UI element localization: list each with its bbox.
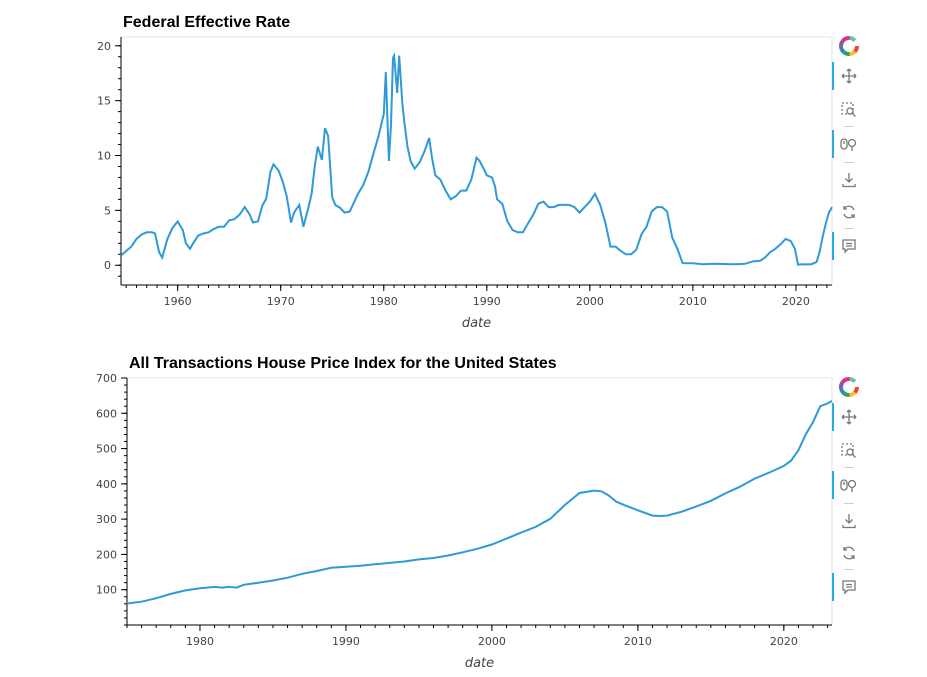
chart-toolbar bbox=[832, 373, 866, 603]
x-tick-label: 1980 bbox=[186, 635, 214, 648]
x-tick-label: 2020 bbox=[770, 635, 798, 648]
x-tick-label: 1990 bbox=[332, 635, 360, 648]
x-tick-label: 2000 bbox=[576, 295, 604, 308]
x-tick-label: 2020 bbox=[782, 295, 810, 308]
bokeh-logo-icon[interactable] bbox=[832, 373, 866, 401]
y-tick-label: 700 bbox=[96, 372, 117, 385]
x-tick-label: 1960 bbox=[164, 295, 192, 308]
chart-title: Federal Effective Rate bbox=[123, 14, 290, 31]
hover-icon[interactable] bbox=[832, 232, 866, 260]
y-tick-label: 20 bbox=[97, 40, 111, 53]
y-tick-label: 15 bbox=[97, 95, 111, 108]
hover-icon[interactable] bbox=[832, 573, 866, 601]
y-tick-label: 200 bbox=[96, 548, 117, 561]
y-tick-label: 400 bbox=[96, 478, 117, 491]
series-line[interactable] bbox=[126, 400, 833, 605]
y-tick-label: 300 bbox=[96, 513, 117, 526]
house-price-chart: All Transactions House Price Index for t… bbox=[96, 355, 833, 671]
federal-rate-panel: Federal Effective Rate 0 5 10 15 20 1960 1970 1… bbox=[97, 14, 866, 331]
x-tick-label: 2010 bbox=[624, 635, 652, 648]
y-tick-label: 5 bbox=[104, 204, 111, 217]
save-icon[interactable] bbox=[832, 507, 866, 535]
wheel-zoom-icon[interactable] bbox=[832, 130, 866, 158]
box-zoom-icon[interactable] bbox=[832, 96, 866, 124]
x-axis-label: date bbox=[465, 656, 494, 671]
reset-icon[interactable] bbox=[832, 198, 866, 226]
chart-title: All Transactions House Price Index for t… bbox=[129, 355, 557, 372]
save-icon[interactable] bbox=[832, 166, 866, 194]
x-tick-label: 2010 bbox=[679, 295, 707, 308]
axes: 0 5 10 15 20 1960 1970 1980 1990 2000 2010 2020 bbox=[97, 37, 832, 308]
pan-icon[interactable] bbox=[832, 62, 866, 90]
reset-icon[interactable] bbox=[832, 539, 866, 567]
federal-rate-chart: Federal Effective Rate 0 5 10 15 20 1960 1970 1… bbox=[97, 14, 833, 331]
y-tick-label: 10 bbox=[97, 150, 111, 163]
house-price-panel: All Transactions House Price Index for t… bbox=[0, 340, 927, 677]
x-tick-label: 2000 bbox=[478, 635, 506, 648]
y-tick-label: 100 bbox=[96, 584, 117, 597]
wheel-zoom-icon[interactable] bbox=[832, 471, 866, 499]
y-tick-label: 0 bbox=[104, 259, 111, 272]
series-line[interactable] bbox=[120, 52, 833, 266]
box-zoom-icon[interactable] bbox=[832, 437, 866, 465]
y-tick-label: 500 bbox=[96, 443, 117, 456]
bokeh-logo-icon[interactable] bbox=[832, 32, 866, 60]
x-tick-label: 1990 bbox=[473, 295, 501, 308]
chart-toolbar bbox=[832, 32, 866, 262]
x-axis-label: date bbox=[462, 316, 491, 331]
x-tick-label: 1980 bbox=[370, 295, 398, 308]
y-tick-label: 600 bbox=[96, 407, 117, 420]
x-tick-label: 1970 bbox=[267, 295, 295, 308]
axes: 100 200 300 400 500 600 700 1980 1990 2000 2010 202… bbox=[96, 372, 832, 648]
pan-icon[interactable] bbox=[832, 403, 866, 431]
